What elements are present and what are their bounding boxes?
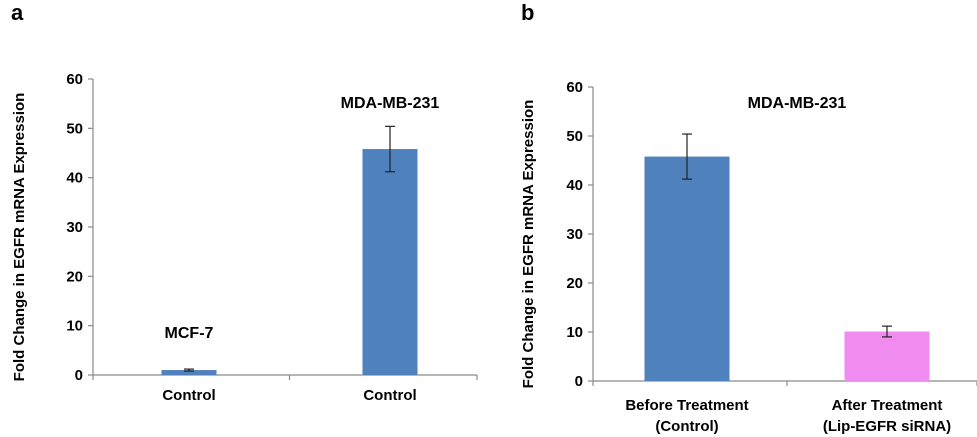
y-axis-label: Fold Change in EGFR mRNA Expression (520, 100, 537, 389)
category-label: (Control) (655, 418, 718, 435)
y-tick-label: 40 (66, 170, 83, 187)
category-label: After Treatment (832, 397, 943, 414)
panel-letter: b (521, 0, 534, 25)
category-label: (Lip-EGFR siRNA) (823, 418, 951, 435)
y-tick-label: 30 (66, 219, 83, 236)
y-tick-label: 10 (66, 318, 83, 335)
bar (644, 156, 730, 381)
y-tick-label: 50 (566, 128, 583, 145)
category-label: Control (162, 387, 215, 404)
y-tick-label: 50 (66, 120, 83, 137)
y-axis-label: Fold Change in EGFR mRNA Expression (11, 93, 28, 382)
y-tick-label: 60 (566, 79, 583, 96)
y-tick-label: 20 (66, 268, 83, 285)
category-label: Control (363, 387, 416, 404)
y-tick-label: 0 (575, 373, 583, 390)
y-tick-label: 30 (566, 226, 583, 243)
panel-b-chart: b Fold Change in EGFR mRNA Expression 0 10 2… (520, 0, 977, 435)
cell-line-annotation: MCF-7 (165, 325, 214, 342)
y-tick-label: 40 (566, 177, 583, 194)
bar (844, 331, 930, 381)
y-tick-label: 60 (66, 71, 83, 88)
cell-line-annotation: MDA-MB-231 (748, 95, 847, 112)
bar (362, 149, 418, 375)
panel-a-chart: a Fold Change in EGFR mRNA Expression 0 10 2… (11, 0, 478, 404)
y-tick-label: 0 (75, 367, 83, 384)
category-label: Before Treatment (625, 397, 748, 414)
panel-letter: a (11, 0, 24, 25)
cell-line-annotation: MDA-MB-231 (341, 95, 440, 112)
y-tick-label: 20 (566, 275, 583, 292)
y-tick-label: 10 (566, 324, 583, 341)
bar (161, 370, 217, 375)
